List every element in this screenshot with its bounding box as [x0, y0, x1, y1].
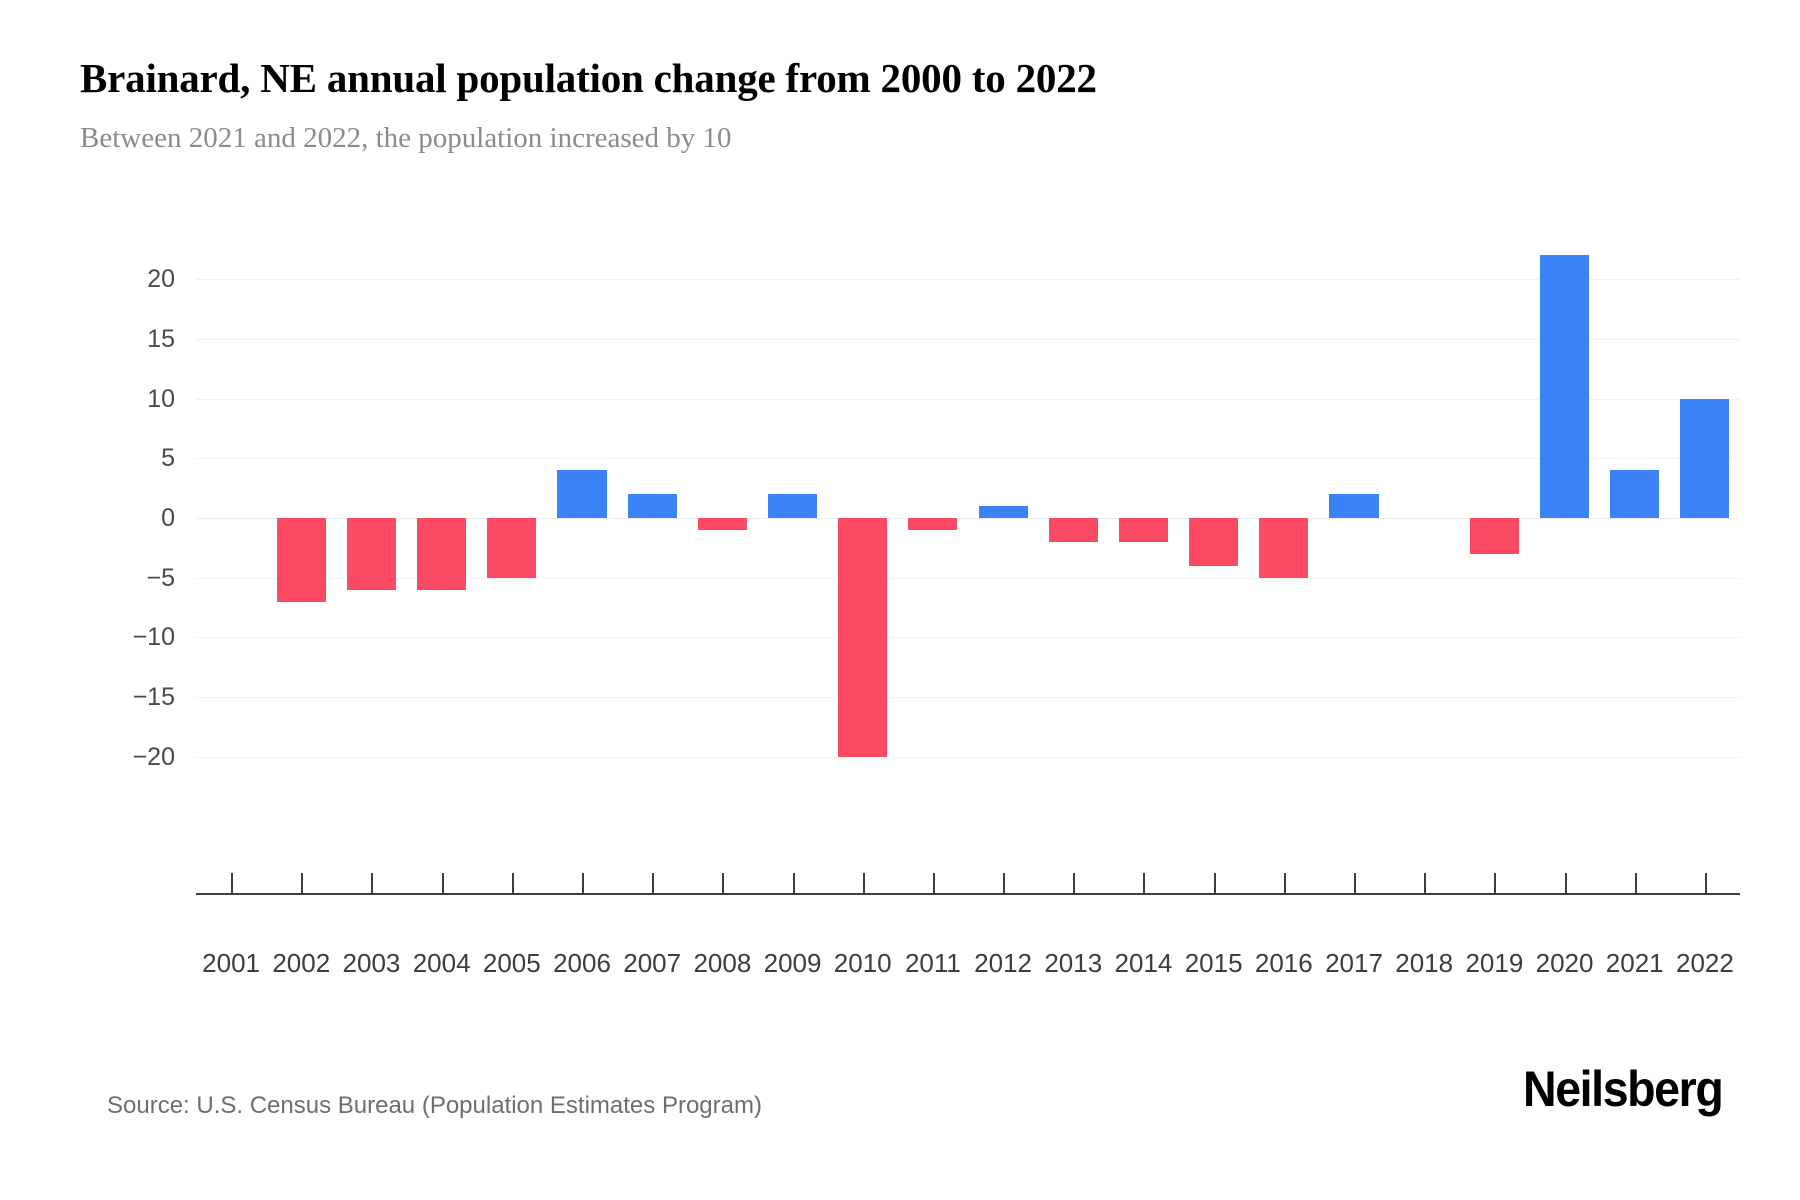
x-axis-tick — [231, 873, 234, 893]
x-axis-tick-label: 2016 — [1254, 948, 1313, 978]
y-axis-tick-label: 15 — [147, 324, 175, 353]
x-axis-tick-label: 2019 — [1465, 948, 1524, 978]
x-axis-tick — [441, 873, 444, 893]
y-axis-tick-label: −15 — [132, 683, 175, 712]
y-axis-tick-label: 5 — [161, 444, 175, 473]
x-axis-tick-label: 2007 — [623, 948, 682, 978]
y-axis-tick-label: −5 — [146, 563, 175, 592]
x-axis-tick — [1283, 873, 1286, 893]
x-axis-tick — [652, 873, 655, 893]
x-axis-tick-label: 2022 — [1675, 948, 1734, 978]
x-axis-tick — [1213, 873, 1216, 893]
gridline — [196, 338, 1740, 340]
x-axis-tick — [1143, 873, 1146, 893]
y-axis-tick-label: −10 — [132, 623, 175, 652]
gridline — [196, 279, 1740, 281]
x-axis-tick — [862, 873, 865, 893]
bar-2006[interactable] — [557, 470, 607, 518]
x-axis-tick — [1704, 873, 1707, 893]
bar-2003[interactable] — [346, 518, 397, 590]
x-axis-tick-label: 2020 — [1535, 948, 1594, 978]
bar-2005[interactable] — [487, 518, 537, 578]
bar-series — [196, 0, 1740, 1200]
bar-2022[interactable] — [1680, 398, 1730, 518]
x-axis-tick-label: 2015 — [1184, 948, 1243, 978]
x-axis-tick — [1494, 873, 1497, 893]
bar-2014[interactable] — [1118, 518, 1169, 542]
gridline — [196, 756, 1740, 758]
bar-2013[interactable] — [1048, 518, 1098, 542]
x-axis-tick-label: 2021 — [1605, 948, 1664, 978]
x-axis-tick — [371, 873, 374, 893]
gridline — [196, 398, 1740, 400]
gridline — [196, 577, 1740, 579]
gridline — [196, 518, 1740, 519]
page-subtitle: Between 2021 and 2022, the population in… — [80, 122, 732, 154]
bar-2004[interactable] — [417, 518, 467, 590]
gridline — [196, 637, 1740, 639]
y-axis-tick-label: 0 — [161, 504, 175, 532]
y-axis-tick-label: −20 — [132, 742, 175, 771]
page-title: Brainard, NE annual population change fr… — [80, 55, 1097, 101]
x-axis-tick-label: 2009 — [763, 948, 822, 978]
x-axis-tick — [1003, 873, 1006, 893]
x-axis-tick-label: 2014 — [1114, 948, 1173, 978]
x-axis-tick-label: 2018 — [1395, 948, 1454, 978]
x-axis-tick — [582, 873, 584, 893]
bar-2019[interactable] — [1469, 518, 1519, 554]
x-axis-tick-label: 2010 — [833, 948, 892, 978]
bar-2015[interactable] — [1189, 518, 1239, 566]
bar-2016[interactable] — [1259, 518, 1309, 578]
x-axis-tick-label: 2008 — [693, 948, 752, 978]
x-axis-tick — [1564, 873, 1567, 893]
x-axis-tick-label: 2001 — [202, 948, 260, 978]
source-note: Source: U.S. Census Bureau (Population E… — [107, 1092, 762, 1119]
bar-2012[interactable] — [978, 506, 1028, 518]
x-axis-tick-label: 2005 — [482, 948, 541, 978]
y-axis-tick-label: 20 — [147, 265, 175, 294]
x-axis-tick — [1354, 873, 1356, 893]
bar-2007[interactable] — [627, 494, 677, 518]
bar-2017[interactable] — [1329, 494, 1379, 518]
x-axis-tick-label: 2012 — [974, 948, 1032, 978]
y-axis-tick-label: 10 — [147, 384, 175, 413]
x-axis-tick-label: 2006 — [553, 948, 611, 978]
bar-2021[interactable] — [1610, 470, 1660, 518]
x-axis-tick-label: 2017 — [1325, 948, 1383, 978]
x-axis-tick — [932, 873, 935, 893]
x-axis-tick — [1073, 873, 1076, 893]
bar-2011[interactable] — [908, 518, 958, 530]
bar-2010[interactable] — [838, 518, 888, 757]
x-axis-line — [196, 893, 1740, 895]
x-axis-tick-label: 2004 — [412, 948, 471, 978]
gridline — [196, 697, 1740, 699]
x-axis-tick-label: 2011 — [904, 948, 961, 978]
header: Brainard, NE annual population change fr… — [80, 52, 1720, 158]
gridline — [196, 458, 1740, 460]
x-axis-tick — [511, 873, 514, 893]
x-axis-tick-label: 2003 — [342, 948, 401, 978]
x-axis-tick-label: 2002 — [272, 948, 331, 978]
x-axis-tick — [1634, 873, 1637, 893]
bar-2002[interactable] — [276, 518, 326, 602]
bar-2020[interactable] — [1539, 255, 1590, 518]
x-axis-tick-label: 2013 — [1044, 948, 1103, 978]
brand-logo: Neilsberg — [1522, 1061, 1724, 1117]
bar-2009[interactable] — [767, 494, 818, 518]
x-axis-tick — [301, 873, 304, 893]
x-axis-tick — [1424, 873, 1427, 893]
bar-2008[interactable] — [697, 518, 747, 530]
x-axis-tick — [722, 873, 725, 893]
x-axis-tick — [792, 873, 795, 893]
